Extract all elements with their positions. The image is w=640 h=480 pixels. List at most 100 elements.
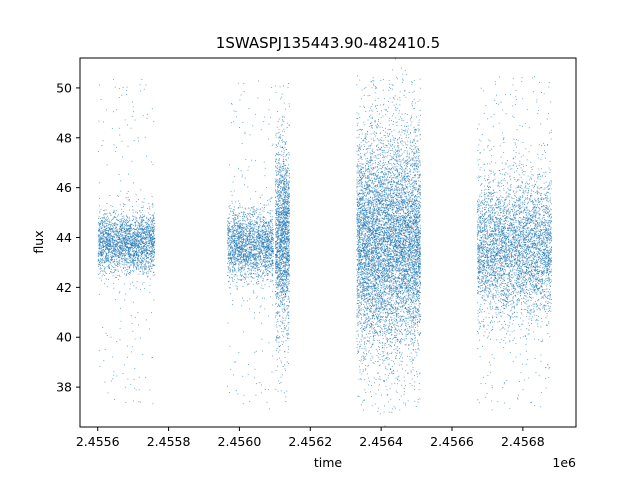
data-point <box>264 167 266 169</box>
data-point <box>248 212 250 214</box>
data-point <box>124 204 126 206</box>
data-point <box>271 371 273 373</box>
data-point <box>257 270 259 272</box>
data-point <box>229 392 230 393</box>
data-point <box>254 232 256 234</box>
data-point <box>106 240 108 242</box>
data-point <box>104 220 106 222</box>
data-point <box>232 235 234 237</box>
data-point <box>141 245 143 247</box>
data-point <box>227 221 229 223</box>
data-point <box>232 218 234 219</box>
data-point <box>141 250 143 252</box>
data-point <box>144 226 146 228</box>
data-point <box>111 265 113 267</box>
data-point <box>251 235 253 237</box>
data-point <box>277 292 279 294</box>
data-point <box>263 220 264 222</box>
data-point <box>243 237 245 239</box>
data-point <box>246 263 248 265</box>
data-point <box>270 238 272 240</box>
data-point <box>141 264 143 266</box>
data-point <box>236 243 238 245</box>
data-point <box>285 240 287 242</box>
data-point <box>270 220 272 222</box>
data-point <box>139 222 141 224</box>
data-point <box>148 218 150 220</box>
data-point <box>131 251 133 253</box>
data-point <box>152 226 154 228</box>
data-point <box>127 229 128 231</box>
data-point <box>284 155 286 157</box>
data-point <box>255 210 256 212</box>
data-point <box>251 251 252 253</box>
data-point <box>119 219 121 220</box>
data-point <box>129 257 131 259</box>
data-point <box>256 264 258 266</box>
data-point <box>276 281 278 283</box>
data-point <box>258 248 260 250</box>
data-point <box>117 237 119 238</box>
data-point <box>243 282 245 283</box>
data-point <box>268 265 270 267</box>
data-point <box>240 231 241 232</box>
data-point <box>256 265 257 267</box>
data-point <box>255 235 257 237</box>
data-point <box>256 207 258 209</box>
data-point <box>125 220 127 221</box>
data-point <box>143 245 145 247</box>
data-point <box>254 160 256 162</box>
data-point <box>254 263 256 265</box>
data-point <box>104 349 106 350</box>
data-point <box>243 223 245 225</box>
data-point <box>131 346 133 348</box>
data-point <box>248 236 250 237</box>
data-point <box>112 226 114 228</box>
data-point <box>120 238 122 240</box>
data-point <box>245 276 247 278</box>
data-point <box>151 196 153 198</box>
data-point <box>254 221 256 223</box>
data-point <box>142 205 144 207</box>
data-point <box>267 250 269 252</box>
data-point <box>253 231 255 233</box>
data-point <box>244 256 246 257</box>
data-point <box>258 233 260 235</box>
data-point <box>251 276 252 277</box>
data-point <box>140 207 142 208</box>
data-point <box>262 297 263 299</box>
data-point <box>117 261 119 263</box>
data-point <box>99 255 101 257</box>
data-point <box>137 235 139 237</box>
data-point <box>233 214 235 216</box>
data-point <box>130 262 132 264</box>
data-point <box>102 240 104 242</box>
data-point <box>133 254 135 256</box>
data-point <box>256 275 258 277</box>
data-point <box>128 262 129 264</box>
data-point <box>236 255 238 257</box>
data-point <box>256 235 258 237</box>
data-point <box>238 227 240 229</box>
data-point <box>238 247 240 249</box>
data-point <box>238 231 240 233</box>
data-point <box>239 247 241 248</box>
data-point <box>245 273 247 275</box>
data-point <box>127 145 129 147</box>
data-point <box>272 253 274 255</box>
data-point <box>133 242 135 244</box>
data-point <box>263 259 265 261</box>
data-point <box>123 238 125 240</box>
data-point <box>135 232 137 234</box>
data-point <box>125 225 127 227</box>
data-point <box>254 253 256 255</box>
data-point <box>249 235 251 237</box>
data-point <box>244 276 246 278</box>
data-point <box>109 251 111 253</box>
data-point <box>134 259 136 261</box>
data-point <box>127 252 129 254</box>
data-point <box>152 244 154 246</box>
data-point <box>149 268 151 270</box>
data-point <box>111 229 113 231</box>
data-point <box>257 239 259 241</box>
